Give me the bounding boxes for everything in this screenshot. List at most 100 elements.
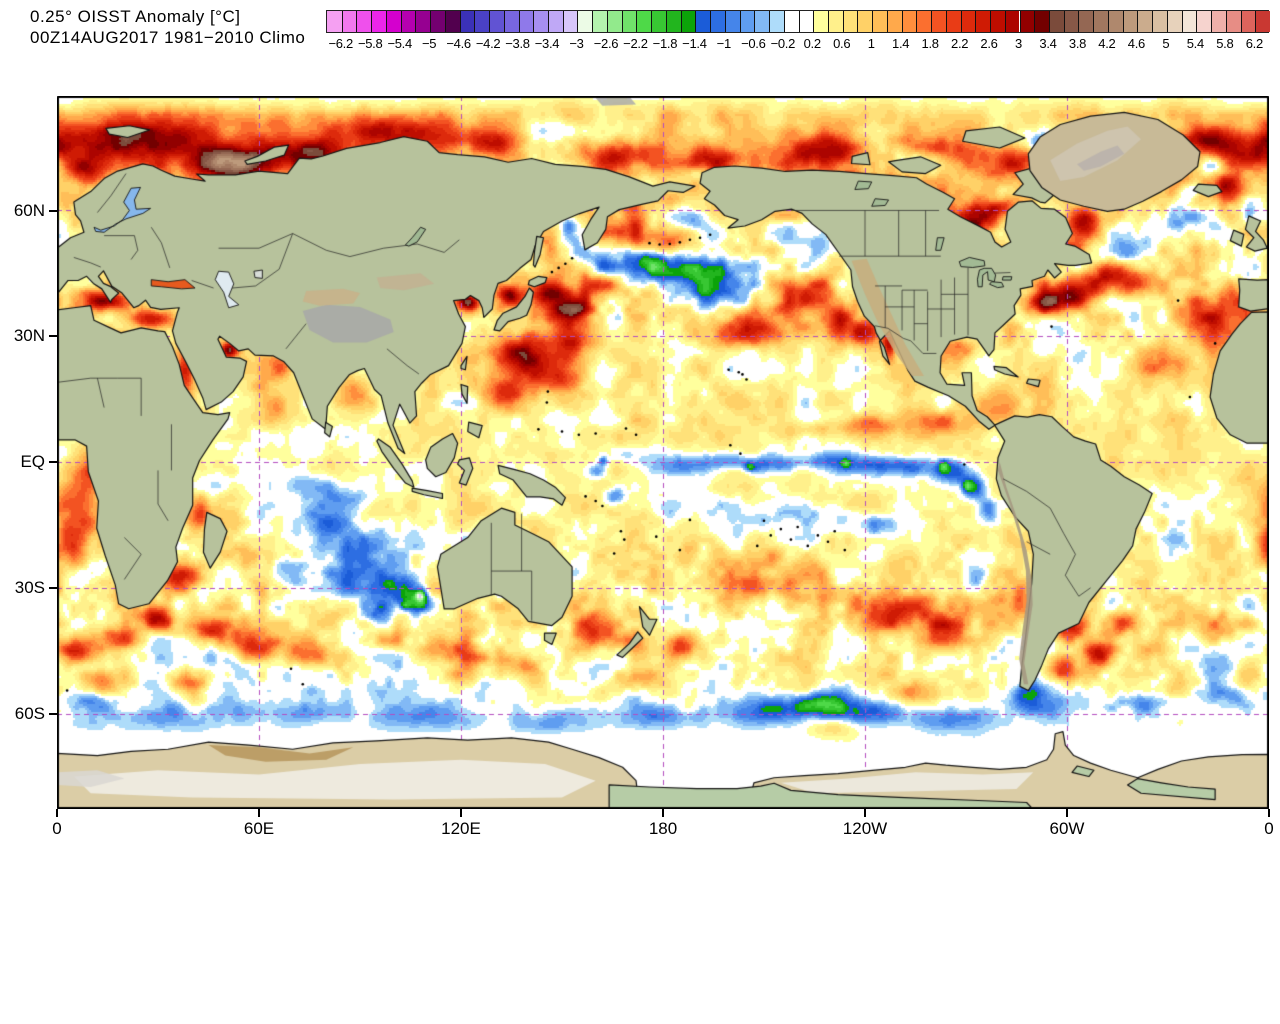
colorbar-cell (577, 11, 593, 32)
colorbar-cell (459, 11, 475, 32)
lon-tick (864, 809, 866, 817)
colorbar-tick-label: 0.2 (803, 36, 821, 51)
colorbar-tick-label: 1.8 (921, 36, 939, 51)
colorbar-cell (592, 11, 607, 32)
colorbar-cell (400, 11, 416, 32)
colorbar-cell (827, 11, 843, 32)
colorbar-cell (474, 11, 490, 32)
colorbar-cell (813, 11, 828, 32)
colorbar-cell (931, 11, 946, 32)
colorbar-tick-label: −5.4 (387, 36, 412, 51)
colorbar-tick-label: −2.6 (593, 36, 619, 51)
anomaly-map-canvas (57, 96, 1269, 809)
colorbar-tick-label: −4.6 (446, 36, 471, 51)
colorbar-cell (371, 11, 386, 32)
colorbar-cell (444, 11, 460, 32)
lat-label: EQ (20, 452, 45, 471)
colorbar-tick-label: −5.8 (357, 36, 383, 51)
colorbar-cell (1122, 11, 1138, 32)
lat-label: 30N (13, 326, 45, 346)
colorbar-tick-label: −5 (421, 36, 437, 51)
colorbar-cell (415, 11, 431, 32)
colorbar-tick-label: 0.6 (833, 36, 851, 51)
colorbar-tick-label: 1 (867, 36, 875, 51)
lon-label: 180 (648, 819, 678, 838)
lon-tick (258, 809, 260, 817)
colorbar-cell (1093, 11, 1108, 32)
colorbar-tick-label: −4.2 (475, 36, 501, 51)
colorbar-tick-label: 4.6 (1127, 36, 1145, 51)
lat-label: 60N (13, 200, 45, 220)
lat-tick (49, 335, 57, 338)
colorbar-cell (886, 11, 902, 32)
colorbar-cell (1019, 11, 1035, 32)
colorbar-cell (754, 11, 770, 32)
colorbar-cell (1107, 11, 1123, 32)
lon-label: 60E (243, 819, 275, 838)
colorbar-cell (1137, 11, 1153, 32)
lat-tick (49, 209, 57, 212)
colorbar-cell (960, 11, 976, 32)
colorbar-tick-label: −1.8 (652, 36, 678, 51)
colorbar-cell (1225, 11, 1241, 32)
colorbar-tick-label: 3.4 (1039, 36, 1057, 51)
colorbar-cell (356, 11, 372, 32)
lat-label: 60S (14, 703, 45, 723)
colorbar-cell (430, 11, 445, 32)
lat-label: 30S (14, 577, 45, 597)
colorbar-tick-label: −0.6 (741, 36, 766, 51)
colorbar-cell (798, 11, 814, 32)
colorbar-tick-label: 2.6 (980, 36, 998, 51)
colorbar-tick-label: −2.2 (623, 36, 648, 51)
colorbar-cell (503, 11, 519, 32)
colorbar-cell (901, 11, 917, 32)
colorbar-cell (548, 11, 563, 32)
colorbar-cell (636, 11, 652, 32)
colorbar-cell (1255, 11, 1270, 32)
colorbar-cell (562, 11, 578, 32)
colorbar-cell (872, 11, 887, 32)
colorbar-tick-label: 4.2 (1098, 36, 1116, 51)
colorbar-tick-label: 6.2 (1245, 36, 1263, 51)
lat-tick (49, 461, 57, 463)
colorbar-tick-label: −0.2 (770, 36, 796, 51)
colorbar-cell (842, 11, 858, 32)
colorbar-cell (1078, 11, 1094, 32)
colorbar-cell (341, 11, 357, 32)
colorbar-tick-label: 5.4 (1186, 36, 1204, 51)
colorbar-cell (783, 11, 799, 32)
lon-label: 120W (842, 819, 888, 838)
colorbar-cell (945, 11, 961, 32)
colorbar-tick-label: −6.2 (328, 36, 353, 51)
colorbar-cell (975, 11, 991, 32)
colorbar-cell (1240, 11, 1256, 32)
colorbar-cell (710, 11, 725, 32)
colorbar-tick-label: −3.8 (505, 36, 530, 51)
colorbar-tick-label: 5.8 (1216, 36, 1234, 51)
lat-tick (49, 712, 57, 715)
colorbar-cell (1166, 11, 1182, 32)
colorbar-cell (769, 11, 784, 32)
colorbar-tick-label: −3 (569, 36, 584, 51)
colorbar-cell (916, 11, 932, 32)
lon-label: 0 (1264, 819, 1274, 838)
colorbar-tick-label: −1.4 (682, 36, 707, 51)
colorbar-tick-label: 5 (1162, 36, 1170, 51)
lon-label: 0 (52, 819, 62, 838)
colorbar-cell (1181, 11, 1197, 32)
colorbar-cell (621, 11, 637, 32)
colorbar-cell (518, 11, 534, 32)
colorbar-cell (724, 11, 740, 32)
colorbar-cell (1063, 11, 1079, 32)
world-map (57, 96, 1269, 809)
colorbar-cell (1004, 11, 1020, 32)
lon-label: 60W (1049, 819, 1085, 838)
colorbar-cell (327, 11, 342, 32)
lon-tick (56, 809, 58, 817)
colorbar-cell (1196, 11, 1212, 32)
colorbar-cell (857, 11, 873, 32)
colorbar-cell (489, 11, 504, 32)
colorbar-cell (665, 11, 681, 32)
colorbar-cell (695, 11, 711, 32)
